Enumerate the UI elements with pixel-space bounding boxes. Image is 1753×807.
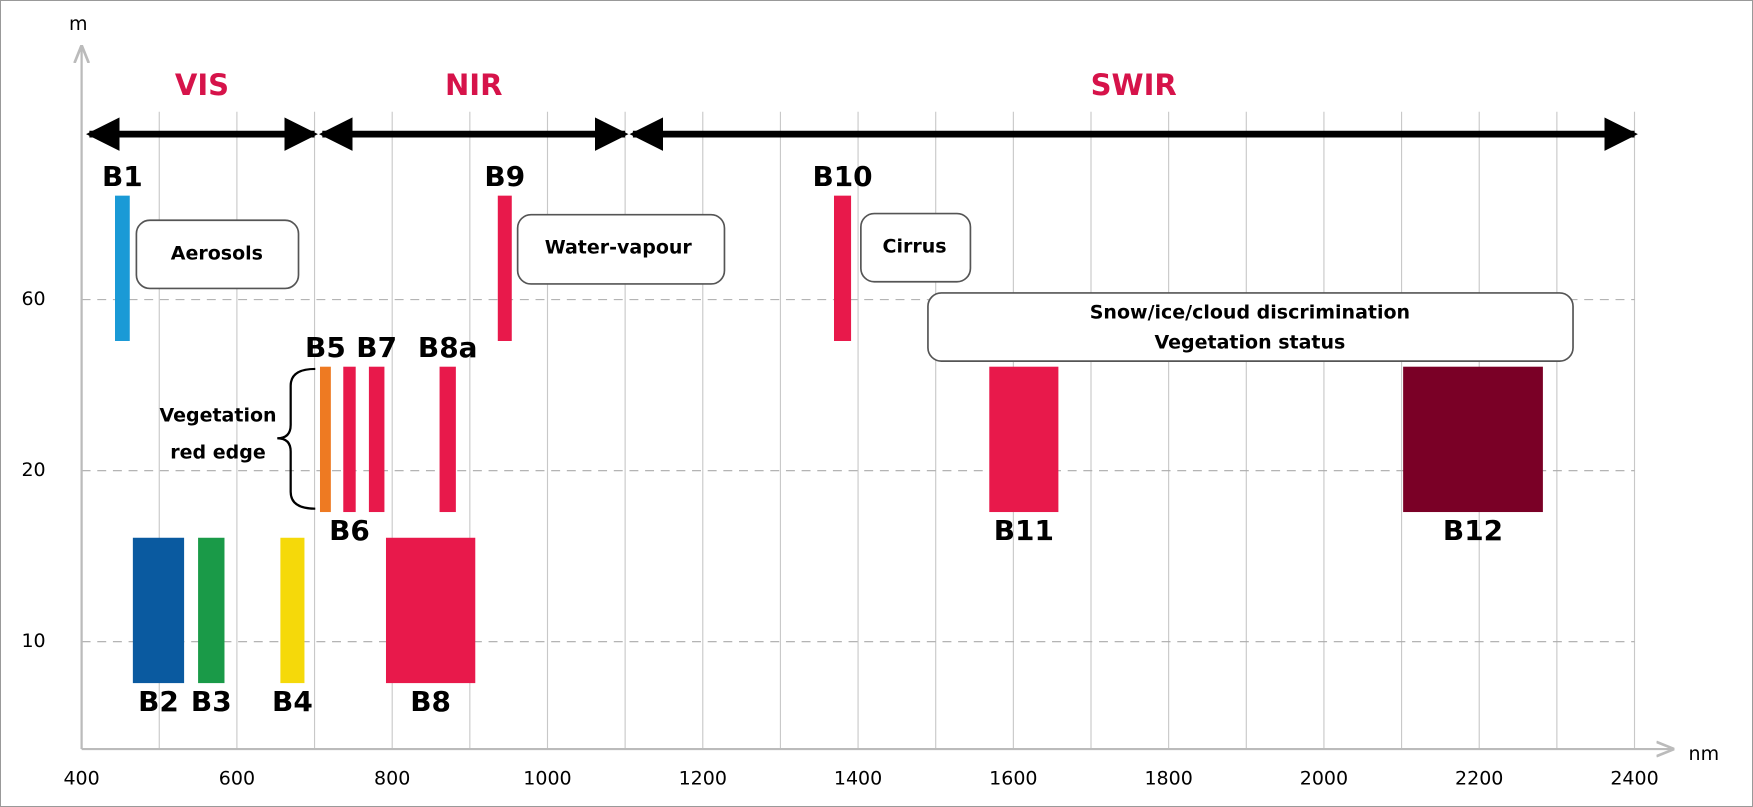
plot: 10 20 60 m nm 400 600 800 1000 1200 1400 1600 1800 20… [21,13,1719,790]
x-tick-label: 2200 [1455,768,1503,790]
band-label: B8 [410,685,451,718]
note-box [135,219,300,290]
band-label: B4 [272,685,313,718]
band-label: B5 [305,331,346,364]
band-bar [439,366,456,513]
band-bar [280,537,305,684]
band-bar [1403,366,1543,513]
brace [277,367,316,510]
band-bar [132,537,185,684]
note-box [516,213,726,285]
band-bar [115,195,130,341]
band-label: B6 [329,514,370,547]
band-label: B3 [191,685,232,718]
x-tick-label: 2400 [1610,768,1658,790]
x-tick-label: 1800 [1144,768,1192,790]
y-tick-label: 20 [21,459,45,481]
x-tick-label: 800 [374,768,410,790]
x-axis-label: nm [1689,743,1720,765]
band-bar [368,366,385,513]
band-bar [989,366,1059,513]
note-box [860,212,972,283]
band-label: B12 [1443,514,1503,547]
note-text: Snow/ice/cloud discrimination [1090,302,1410,324]
x-tick-label: 1400 [834,768,882,790]
band-label: B10 [812,160,872,193]
region-label: VIS [175,68,229,102]
band-label: B2 [138,685,179,718]
band-bar [385,537,476,684]
note-box [927,292,1574,362]
band-label: B7 [356,331,397,364]
x-tick-label: 1600 [989,768,1037,790]
y-axis-label: m [69,13,88,35]
region-label: NIR [445,68,502,102]
band-bar [497,195,512,341]
x-tick-label: 2000 [1300,768,1348,790]
band-bar [833,195,852,341]
x-tick-label: 1200 [679,768,727,790]
band-bar [343,366,356,513]
note-text: Vegetation status [1154,332,1345,354]
band-bar [198,537,225,684]
x-tick-label: 400 [63,768,99,790]
x-tick-label: 600 [219,768,255,790]
note-text: Vegetation [159,404,276,426]
note-text: Water-vapour [545,237,693,259]
note-text: red edge [170,441,265,463]
note-text: Aerosols [171,242,263,264]
y-tick-label: 60 [21,288,45,310]
band-label: B11 [994,514,1054,547]
band-label: B1 [102,160,143,193]
band-label: B9 [484,160,525,193]
x-tick-label: 1000 [523,768,571,790]
y-tick-label: 10 [21,630,45,652]
band-bar [319,366,331,513]
note-text: Cirrus [883,236,947,258]
band-label: B8a [418,331,478,364]
region-label: SWIR [1091,68,1177,102]
